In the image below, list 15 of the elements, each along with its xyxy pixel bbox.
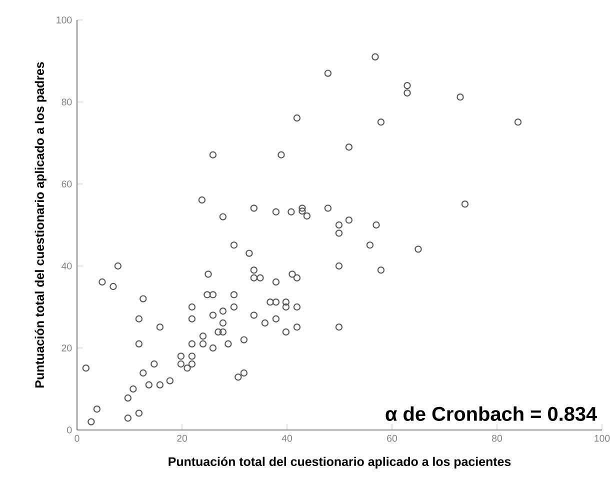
- y-tick-label: 0: [67, 426, 72, 434]
- x-tick-label: 80: [492, 434, 502, 442]
- x-tick-label: 60: [387, 434, 398, 442]
- y-tick-label: 60: [62, 180, 72, 188]
- x-tick-label: 20: [177, 434, 188, 442]
- x-tick-label: 0: [74, 434, 80, 442]
- annotation: α de Cronbach = 0.834: [386, 406, 598, 422]
- y-tick-label: 40: [62, 262, 72, 270]
- y-axis-title: Puntuación total del cuestionario aplicado a los padres: [34, 62, 46, 388]
- x-axis-title: Puntuación total del cuestionario aplicado a los pacientes: [168, 456, 511, 468]
- y-tick-label: 80: [62, 98, 72, 106]
- y-tick-label: 100: [56, 16, 72, 24]
- y-tick-label: 20: [62, 344, 72, 352]
- x-tick-label: 40: [282, 434, 292, 442]
- x-tick-label: 100: [594, 434, 610, 442]
